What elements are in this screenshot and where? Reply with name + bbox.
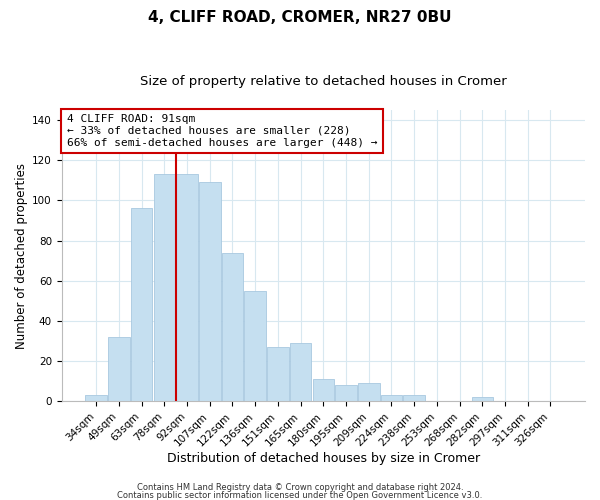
Text: Contains HM Land Registry data © Crown copyright and database right 2024.: Contains HM Land Registry data © Crown c…: [137, 484, 463, 492]
Bar: [380, 395, 402, 402]
Bar: [244, 291, 266, 402]
Bar: [199, 182, 221, 402]
Bar: [313, 379, 334, 402]
Bar: [267, 347, 289, 402]
Text: 4 CLIFF ROAD: 91sqm
← 33% of detached houses are smaller (228)
66% of semi-detac: 4 CLIFF ROAD: 91sqm ← 33% of detached ho…: [67, 114, 377, 148]
Bar: [176, 174, 198, 402]
Bar: [403, 395, 425, 402]
X-axis label: Distribution of detached houses by size in Cromer: Distribution of detached houses by size …: [167, 452, 480, 465]
Text: 4, CLIFF ROAD, CROMER, NR27 0BU: 4, CLIFF ROAD, CROMER, NR27 0BU: [148, 10, 452, 25]
Bar: [154, 174, 175, 402]
Text: Contains public sector information licensed under the Open Government Licence v3: Contains public sector information licen…: [118, 490, 482, 500]
Bar: [85, 395, 107, 402]
Bar: [472, 397, 493, 402]
Bar: [221, 252, 243, 402]
Title: Size of property relative to detached houses in Cromer: Size of property relative to detached ho…: [140, 75, 506, 88]
Bar: [290, 343, 311, 402]
Bar: [358, 383, 380, 402]
Bar: [335, 385, 357, 402]
Bar: [131, 208, 152, 402]
Y-axis label: Number of detached properties: Number of detached properties: [15, 162, 28, 348]
Bar: [108, 337, 130, 402]
